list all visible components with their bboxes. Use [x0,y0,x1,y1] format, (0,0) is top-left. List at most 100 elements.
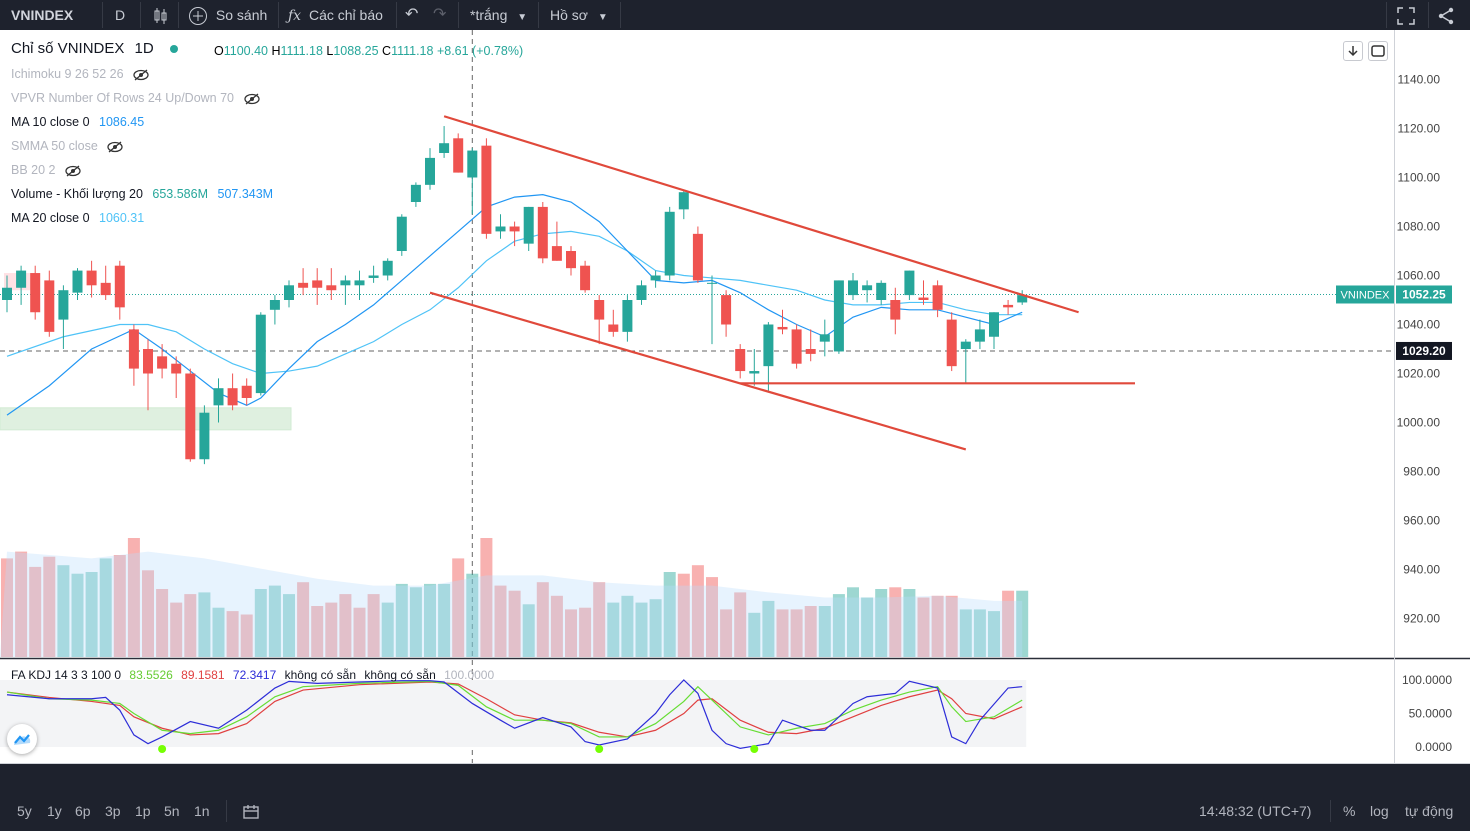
candle-body[interactable] [594,300,605,320]
trendline[interactable] [429,291,967,451]
volume-legend[interactable]: Volume - Khối lượng 20 653.586M 507.343M [11,187,273,201]
candle-body[interactable] [185,373,196,460]
candle-body[interactable] [763,324,774,367]
candle-body[interactable] [58,290,69,320]
candle-body[interactable] [707,282,717,284]
candle-body[interactable] [100,282,111,296]
candle-body[interactable] [128,329,139,369]
candle-body[interactable] [636,285,647,300]
candle-body[interactable] [932,285,943,310]
candle-body[interactable] [551,246,562,261]
candle-body[interactable] [114,265,125,308]
candle-body[interactable] [608,324,619,332]
percent-scale-toggle[interactable]: % [1343,803,1356,819]
candle-body[interactable] [566,251,576,269]
maximize-pane-button[interactable] [1368,41,1388,61]
candle-body[interactable] [425,157,435,185]
chart-canvas[interactable]: 1140.00 1120.00 1100.00 1080.00 1060.00 1040.… [0,30,1470,764]
candle-body[interactable] [721,295,732,325]
candle-body[interactable] [30,273,41,313]
ichimoku-legend[interactable]: Ichimoku 9 26 52 26 [11,67,149,81]
range-1y[interactable]: 1y [47,803,62,819]
candle-body[interactable] [791,329,802,364]
candle-body[interactable] [354,280,365,286]
indicators-button[interactable]: ƒx Các chỉ báo [288,0,383,30]
candle-body[interactable] [960,341,971,349]
range-1p[interactable]: 1p [135,803,151,819]
candle-body[interactable] [580,265,591,291]
symbol-search-button[interactable]: VNINDEX [11,7,74,23]
candle-body[interactable] [678,192,689,210]
candle-body[interactable] [326,285,337,291]
candle-body[interactable] [157,356,168,369]
candle-body[interactable] [227,388,238,406]
candle-body[interactable] [467,150,478,178]
candle-body[interactable] [735,349,746,372]
candle-body[interactable] [650,275,661,281]
candle-body[interactable] [876,282,887,300]
candle-body[interactable] [2,287,12,300]
chart-type-button[interactable] [152,0,168,30]
candle-body[interactable] [989,312,999,337]
log-scale-toggle[interactable]: log [1370,803,1389,819]
candle-body[interactable] [213,388,224,406]
candle-body[interactable] [819,334,830,342]
smma-legend[interactable]: SMMA 50 close [11,139,123,153]
account-button[interactable]: Hồ sơ ▼ [550,0,608,30]
candle-body[interactable] [241,385,252,398]
candle-body[interactable] [848,280,858,296]
eye-hidden-icon[interactable] [65,165,81,177]
bb-legend[interactable]: BB 20 2 [11,163,81,177]
candle-body[interactable] [749,371,760,374]
candle-body[interactable] [918,297,929,300]
candle-body[interactable] [410,184,421,202]
interval-button[interactable]: D [115,7,126,23]
candle-body[interactable] [143,349,153,374]
range-1n[interactable]: 1n [194,803,210,819]
candle-body[interactable] [44,280,55,332]
ma10-legend[interactable]: MA 10 close 0 1086.45 [11,115,144,129]
candle-body[interactable] [904,270,915,296]
redo-icon[interactable]: ↷ [433,6,447,23]
candle-body[interactable] [622,300,633,332]
vpvr-legend[interactable]: VPVR Number Of Rows 24 Up/Down 70 [11,91,260,105]
candle-body[interactable] [692,233,703,281]
candle-body[interactable] [439,143,450,153]
candle-body[interactable] [974,329,985,342]
candle-body[interactable] [664,211,675,276]
kdj-legend[interactable]: FA KDJ 14 3 3 100 0 83.5526 89.1581 72.3… [11,668,494,682]
date-range-button[interactable] [242,792,260,831]
range-6p[interactable]: 6p [75,803,91,819]
fullscreen-icon[interactable] [1397,0,1415,30]
demand-zone-rectangle[interactable] [0,407,292,431]
candle-body[interactable] [284,285,294,300]
candle-body[interactable] [946,319,957,367]
candle-body[interactable] [523,206,534,244]
candle-body[interactable] [453,138,464,173]
candle-body[interactable] [16,270,27,288]
range-5n[interactable]: 5n [164,803,180,819]
tradingview-logo-button[interactable] [7,724,37,754]
candle-body[interactable] [255,314,266,394]
share-icon[interactable] [1437,0,1455,30]
clock[interactable]: 14:48:32 (UTC+7) [1199,803,1312,819]
candle-body[interactable] [537,206,548,259]
candle-body[interactable] [368,275,379,278]
candle-body[interactable] [1017,295,1028,303]
compare-button[interactable]: So sánh [188,0,267,30]
candle-body[interactable] [199,412,210,460]
candle-body[interactable] [833,280,844,352]
auto-scale-toggle[interactable]: tự động [1405,803,1454,819]
candle-body[interactable] [171,363,182,374]
candle-body[interactable] [495,226,506,232]
eye-hidden-icon[interactable] [243,93,260,105]
candle-body[interactable] [481,145,492,234]
scroll-down-button[interactable] [1343,41,1363,61]
eye-hidden-icon[interactable] [133,69,149,81]
candle-body[interactable] [312,280,323,288]
eye-hidden-icon[interactable] [107,141,123,153]
candle-body[interactable] [340,280,351,286]
candle-body[interactable] [396,216,407,251]
trendline[interactable] [443,115,1079,314]
range-3p[interactable]: 3p [105,803,121,819]
